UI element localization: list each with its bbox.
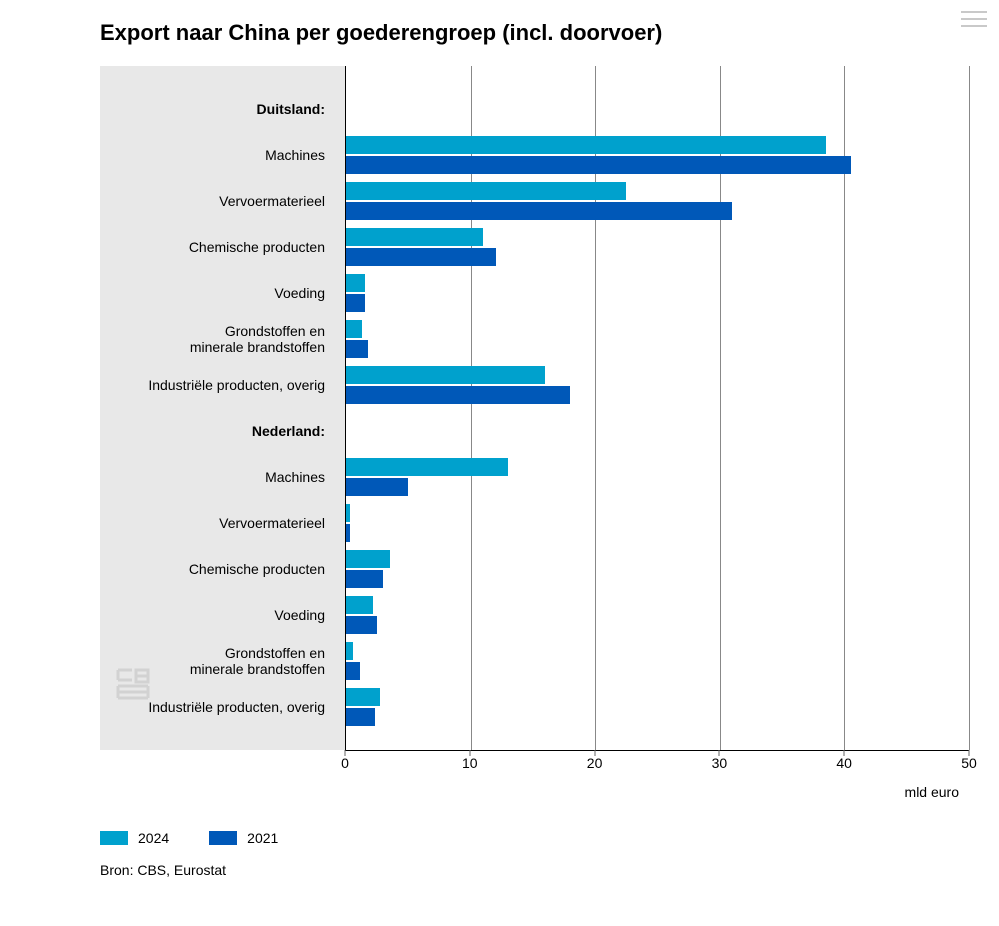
chart-title: Export naar China per goederengroep (inc… — [100, 20, 969, 46]
legend-swatch-2024 — [100, 831, 128, 845]
bar-2024 — [346, 182, 626, 200]
category-label: Vervoermaterieel — [110, 178, 335, 224]
bar-2021 — [346, 708, 375, 726]
x-axis-unit-label: mld euro — [345, 784, 969, 800]
legend-item-2024: 2024 — [100, 830, 169, 846]
bar-2021 — [346, 570, 383, 588]
x-tick-label: 0 — [341, 755, 349, 771]
bar-2021 — [346, 248, 496, 266]
legend-swatch-2021 — [209, 831, 237, 845]
bar-row — [346, 684, 969, 730]
bar-2021 — [346, 202, 732, 220]
bar-2024 — [346, 274, 365, 292]
bar-2024 — [346, 504, 350, 522]
bar-2021 — [346, 478, 408, 496]
category-label: Grondstoffen enminerale brandstoffen — [110, 316, 335, 362]
legend: 2024 2021 — [100, 830, 969, 846]
category-label: Vervoermaterieel — [110, 500, 335, 546]
legend-label: 2024 — [138, 830, 169, 846]
bar-row — [346, 592, 969, 638]
source-label: Bron: CBS, Eurostat — [100, 862, 969, 878]
category-label: Voeding — [110, 592, 335, 638]
bar-2024 — [346, 642, 353, 660]
x-tick-label: 50 — [961, 755, 977, 771]
x-tick-label: 40 — [836, 755, 852, 771]
legend-item-2021: 2021 — [209, 830, 278, 846]
bar-2021 — [346, 156, 851, 174]
category-label: Chemische producten — [110, 546, 335, 592]
y-axis-label-panel: Duitsland:MachinesVervoermaterieelChemis… — [100, 66, 345, 750]
bar-row — [346, 638, 969, 684]
bar-row — [346, 224, 969, 270]
category-label: Machines — [110, 132, 335, 178]
bar-row — [346, 546, 969, 592]
bar-2021 — [346, 386, 570, 404]
bar-row — [346, 270, 969, 316]
bar-2024 — [346, 136, 826, 154]
group-header-spacer — [346, 408, 969, 454]
bar-row — [346, 132, 969, 178]
x-tick-label: 30 — [712, 755, 728, 771]
cbs-logo-icon — [114, 666, 152, 700]
bar-2021 — [346, 340, 368, 358]
category-label: Chemische producten — [110, 224, 335, 270]
bar-2024 — [346, 458, 508, 476]
x-axis: 01020304050 — [345, 750, 969, 780]
gridline — [969, 66, 970, 750]
group-header: Duitsland: — [110, 86, 335, 132]
x-tick-label: 10 — [462, 755, 478, 771]
group-header-spacer — [346, 86, 969, 132]
bar-2021 — [346, 294, 365, 312]
bar-row — [346, 500, 969, 546]
bars-panel — [345, 66, 969, 750]
bar-2021 — [346, 662, 360, 680]
x-tick-label: 20 — [587, 755, 603, 771]
plot-area: Duitsland:MachinesVervoermaterieelChemis… — [100, 66, 969, 750]
bar-row — [346, 454, 969, 500]
bar-2024 — [346, 320, 362, 338]
hamburger-menu-icon[interactable] — [961, 6, 987, 32]
category-label: Industriële producten, overig — [110, 362, 335, 408]
bar-2021 — [346, 524, 350, 542]
bar-2024 — [346, 366, 545, 384]
chart-wrapper: Duitsland:MachinesVervoermaterieelChemis… — [100, 66, 969, 878]
bar-2024 — [346, 228, 483, 246]
category-label: Machines — [110, 454, 335, 500]
legend-label: 2021 — [247, 830, 278, 846]
bar-2021 — [346, 616, 377, 634]
category-label: Voeding — [110, 270, 335, 316]
bar-row — [346, 316, 969, 362]
bar-2024 — [346, 688, 380, 706]
chart-container: Export naar China per goederengroep (inc… — [0, 0, 999, 898]
bar-2024 — [346, 596, 373, 614]
bar-row — [346, 362, 969, 408]
group-header: Nederland: — [110, 408, 335, 454]
bar-row — [346, 178, 969, 224]
bar-2024 — [346, 550, 390, 568]
